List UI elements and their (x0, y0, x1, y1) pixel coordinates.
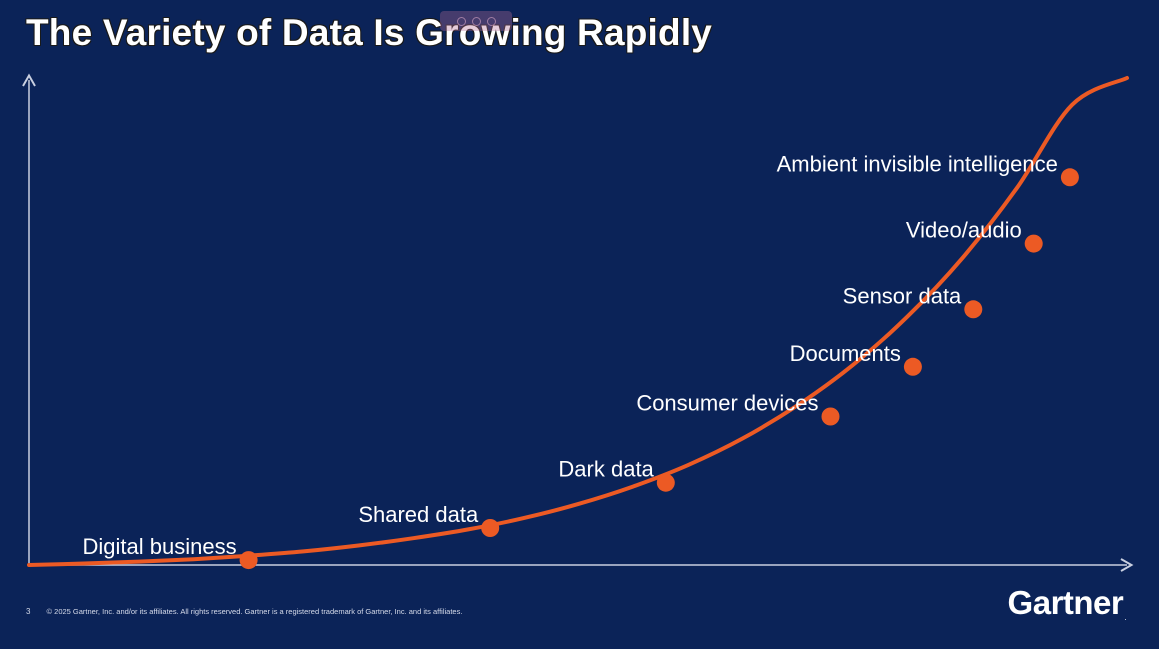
data-point-label: Ambient invisible intelligence (777, 151, 1058, 176)
copyright-text: © 2025 Gartner, Inc. and/or its affiliat… (46, 607, 463, 616)
logo-text: Gartner (1007, 584, 1124, 621)
data-point-marker (656, 473, 675, 492)
toolbar-circle-icon[interactable] (486, 16, 496, 26)
data-point-marker (903, 357, 922, 376)
data-point-marker (964, 300, 983, 319)
data-point-marker (239, 551, 258, 570)
logo-mark: . (1124, 613, 1126, 622)
footer: 3 © 2025 Gartner, Inc. and/or its affili… (26, 607, 462, 616)
data-point-label: Video/audio (906, 218, 1022, 243)
data-point-marker (821, 407, 840, 426)
data-point-marker (481, 519, 500, 537)
page-number: 3 (26, 607, 31, 616)
gartner-logo: Gartner. (1007, 584, 1127, 622)
data-point-label: Sensor data (843, 283, 962, 308)
slide-title: The Variety of Data Is Growing Rapidly (26, 12, 713, 53)
growth-curve (27, 76, 1129, 567)
data-point-label: Dark data (558, 457, 654, 482)
data-point-marker (1060, 168, 1079, 187)
toolbar-circle-icon[interactable] (456, 16, 466, 26)
floating-toolbar[interactable] (440, 11, 512, 31)
data-points: Digital business Shared data Dark data Cons… (83, 151, 1079, 570)
data-point-label: Digital business (83, 534, 237, 559)
data-point-label: Shared data (358, 502, 479, 527)
data-point-label: Documents (790, 341, 901, 366)
data-point-marker (1024, 234, 1043, 253)
data-point-label: Consumer devices (636, 391, 818, 416)
toolbar-circle-icon[interactable] (471, 16, 481, 26)
